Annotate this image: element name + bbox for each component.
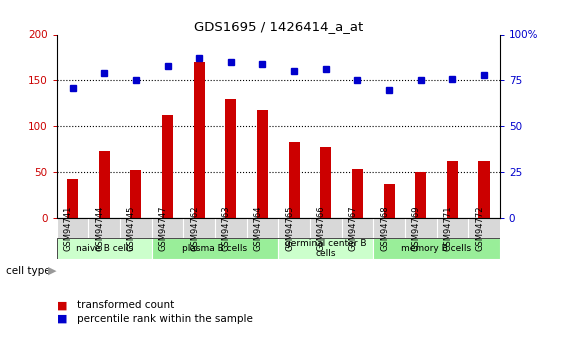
Bar	[57, 238, 500, 259]
Text: GSM94747: GSM94747	[158, 205, 168, 251]
Text: transformed count: transformed count	[77, 300, 174, 310]
Text: GSM94745: GSM94745	[127, 206, 136, 251]
Text: ▶: ▶	[48, 266, 57, 276]
Text: GSM94763: GSM94763	[222, 205, 231, 251]
Bar	[352, 169, 363, 218]
Bar	[257, 110, 268, 218]
Text: GSM94764: GSM94764	[253, 205, 262, 251]
Text: GSM94765: GSM94765	[285, 205, 294, 251]
Bar	[320, 147, 331, 218]
Bar	[278, 238, 373, 259]
Bar	[67, 178, 78, 218]
Bar	[57, 238, 152, 259]
Bar	[162, 115, 173, 218]
Text: ■: ■	[57, 314, 67, 324]
Bar	[194, 62, 204, 218]
Bar	[383, 184, 395, 218]
Text: plasma B cells: plasma B cells	[182, 244, 248, 253]
Text: GSM94772: GSM94772	[475, 205, 484, 251]
Bar	[57, 218, 500, 238]
Text: GSM94767: GSM94767	[348, 205, 357, 251]
Bar	[99, 151, 110, 218]
Bar	[478, 161, 490, 218]
Text: cell type: cell type	[6, 266, 51, 276]
Text: germinal center B
cells: germinal center B cells	[285, 239, 366, 258]
Bar	[131, 170, 141, 218]
Text: ■: ■	[57, 300, 67, 310]
Bar	[447, 161, 458, 218]
Bar	[152, 238, 278, 259]
Text: GSM94769: GSM94769	[412, 205, 421, 251]
Text: GSM94744: GSM94744	[95, 206, 105, 251]
Text: naive B cells: naive B cells	[76, 244, 133, 253]
Text: memory B cells: memory B cells	[402, 244, 471, 253]
Bar	[373, 238, 500, 259]
Text: GSM94762: GSM94762	[190, 205, 199, 251]
Text: GSM94741: GSM94741	[64, 206, 73, 251]
Bar	[225, 99, 236, 218]
Title: GDS1695 / 1426414_a_at: GDS1695 / 1426414_a_at	[194, 20, 363, 33]
Bar	[415, 172, 426, 218]
Text: GSM94771: GSM94771	[444, 205, 452, 251]
Text: GSM94768: GSM94768	[380, 205, 389, 251]
Bar	[289, 142, 300, 218]
Text: GSM94766: GSM94766	[317, 205, 326, 251]
Text: percentile rank within the sample: percentile rank within the sample	[77, 314, 253, 324]
